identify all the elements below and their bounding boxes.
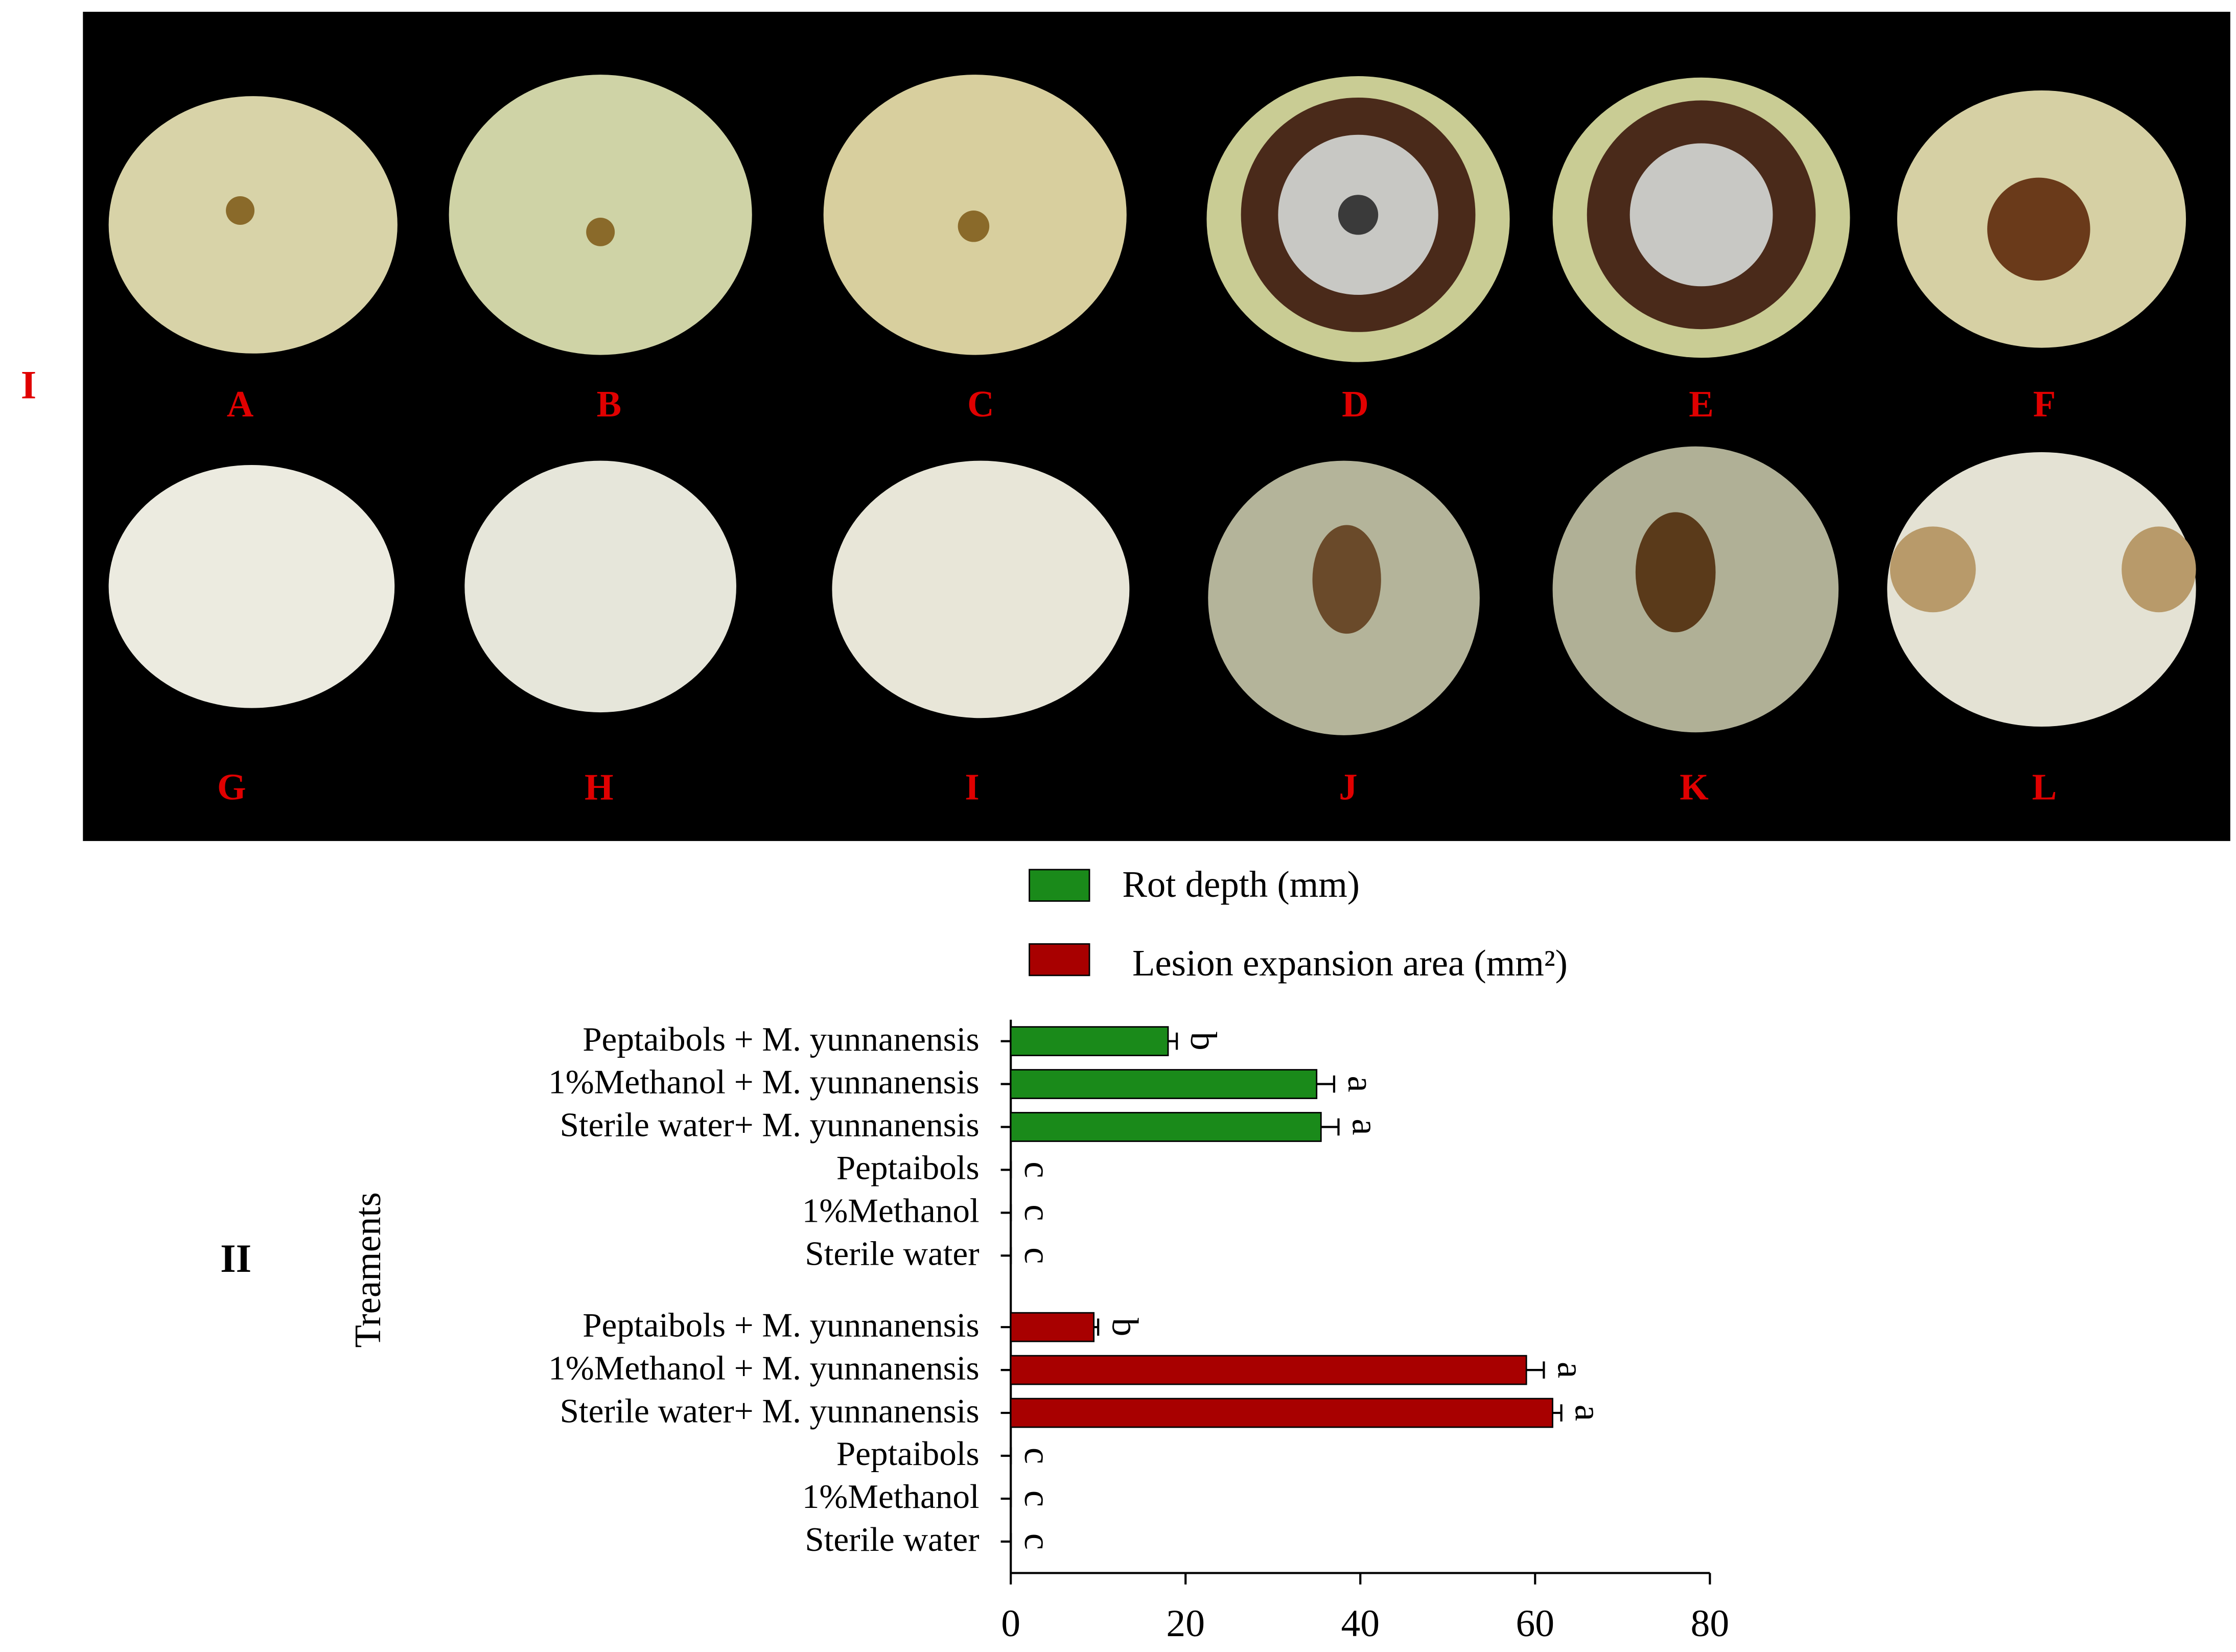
photo-label: E [1689,383,1714,425]
photo-label: D [1342,383,1369,425]
significance-letter: b [1183,1032,1224,1050]
lesion [2122,526,2196,613]
significance-letter: c [1017,1161,1058,1178]
mycelium [1629,143,1773,287]
significance-letter: b [1104,1318,1146,1336]
photo-label: A [227,383,254,425]
photo-label: G [217,766,246,808]
photo-label: H [585,766,614,808]
pear-half [832,460,1130,718]
bar [1010,1355,1527,1385]
photo-label: I [965,766,979,808]
x-tick-label: 80 [1691,1602,1730,1645]
x-tick-label: 20 [1166,1602,1205,1645]
y-tick-label: Peptaibols + M. yunnanensis [583,1306,979,1344]
pear-half [464,460,736,713]
bar [1010,1312,1095,1342]
legend-swatch [1029,869,1090,902]
y-tick-label: 1%Methanol [802,1192,980,1230]
legend-swatch [1029,943,1090,976]
significance-letter: c [1017,1533,1058,1550]
x-tick-label: 60 [1516,1602,1555,1645]
y-tick-label: Peptaibols [836,1149,980,1187]
legend-label: Lesion expansion area (mm²) [1132,942,1568,984]
y-tick-label: Sterile water [805,1234,979,1272]
photo-label: L [2032,766,2057,808]
core-rot [1635,512,1716,633]
photo-label: F [2033,383,2056,425]
significance-letter: a [1340,1076,1382,1092]
bar [1010,1026,1169,1056]
y-tick-label: 1%Methanol [802,1477,980,1516]
significance-letter: c [1017,1204,1058,1221]
y-tick-label: Peptaibols + M. yunnanensis [583,1020,979,1058]
photo-panel [83,12,2230,841]
y-tick-label: Sterile water+ M. yunnanensis [560,1391,980,1430]
photo-label: B [597,383,622,425]
photos [108,75,2196,735]
photo-label: C [967,383,994,425]
lesion [1890,526,1976,613]
x-tick-label: 0 [1001,1602,1020,1645]
y-tick-label: Sterile water+ M. yunnanensis [560,1106,980,1144]
significance-letter: a [1550,1362,1591,1378]
wound [958,210,990,242]
pear-half [108,465,395,708]
bar [1010,1398,1553,1428]
significance-letter: c [1017,1491,1058,1507]
significance-letter: a [1345,1119,1386,1135]
bar [1010,1069,1318,1099]
wound [226,196,255,225]
pear-half [1887,452,2196,727]
wound [586,217,615,246]
pear [449,75,752,355]
photo-label: K [1680,766,1709,808]
legend-label: Rot depth (mm) [1122,864,1360,905]
y-tick-label: 1%Methanol + M. yunnanensis [548,1348,979,1387]
y-tick-label: Sterile water [805,1520,979,1558]
y-axis-label: Treaments [347,1192,388,1347]
x-tick-label: 40 [1341,1602,1380,1645]
significance-letter: c [1017,1448,1058,1464]
wound [1338,195,1379,235]
panel-label: II [220,1236,251,1281]
panel-label: I [21,363,36,407]
significance-letter: a [1568,1405,1609,1421]
photo-label: J [1339,766,1357,808]
bar [1010,1112,1322,1142]
core-rot [1312,525,1381,634]
lesion [1987,177,2090,281]
y-tick-label: Peptaibols [836,1434,980,1473]
significance-letter: c [1017,1247,1058,1264]
pear [108,96,398,354]
y-tick-label: 1%Methanol + M. yunnanensis [548,1063,979,1101]
